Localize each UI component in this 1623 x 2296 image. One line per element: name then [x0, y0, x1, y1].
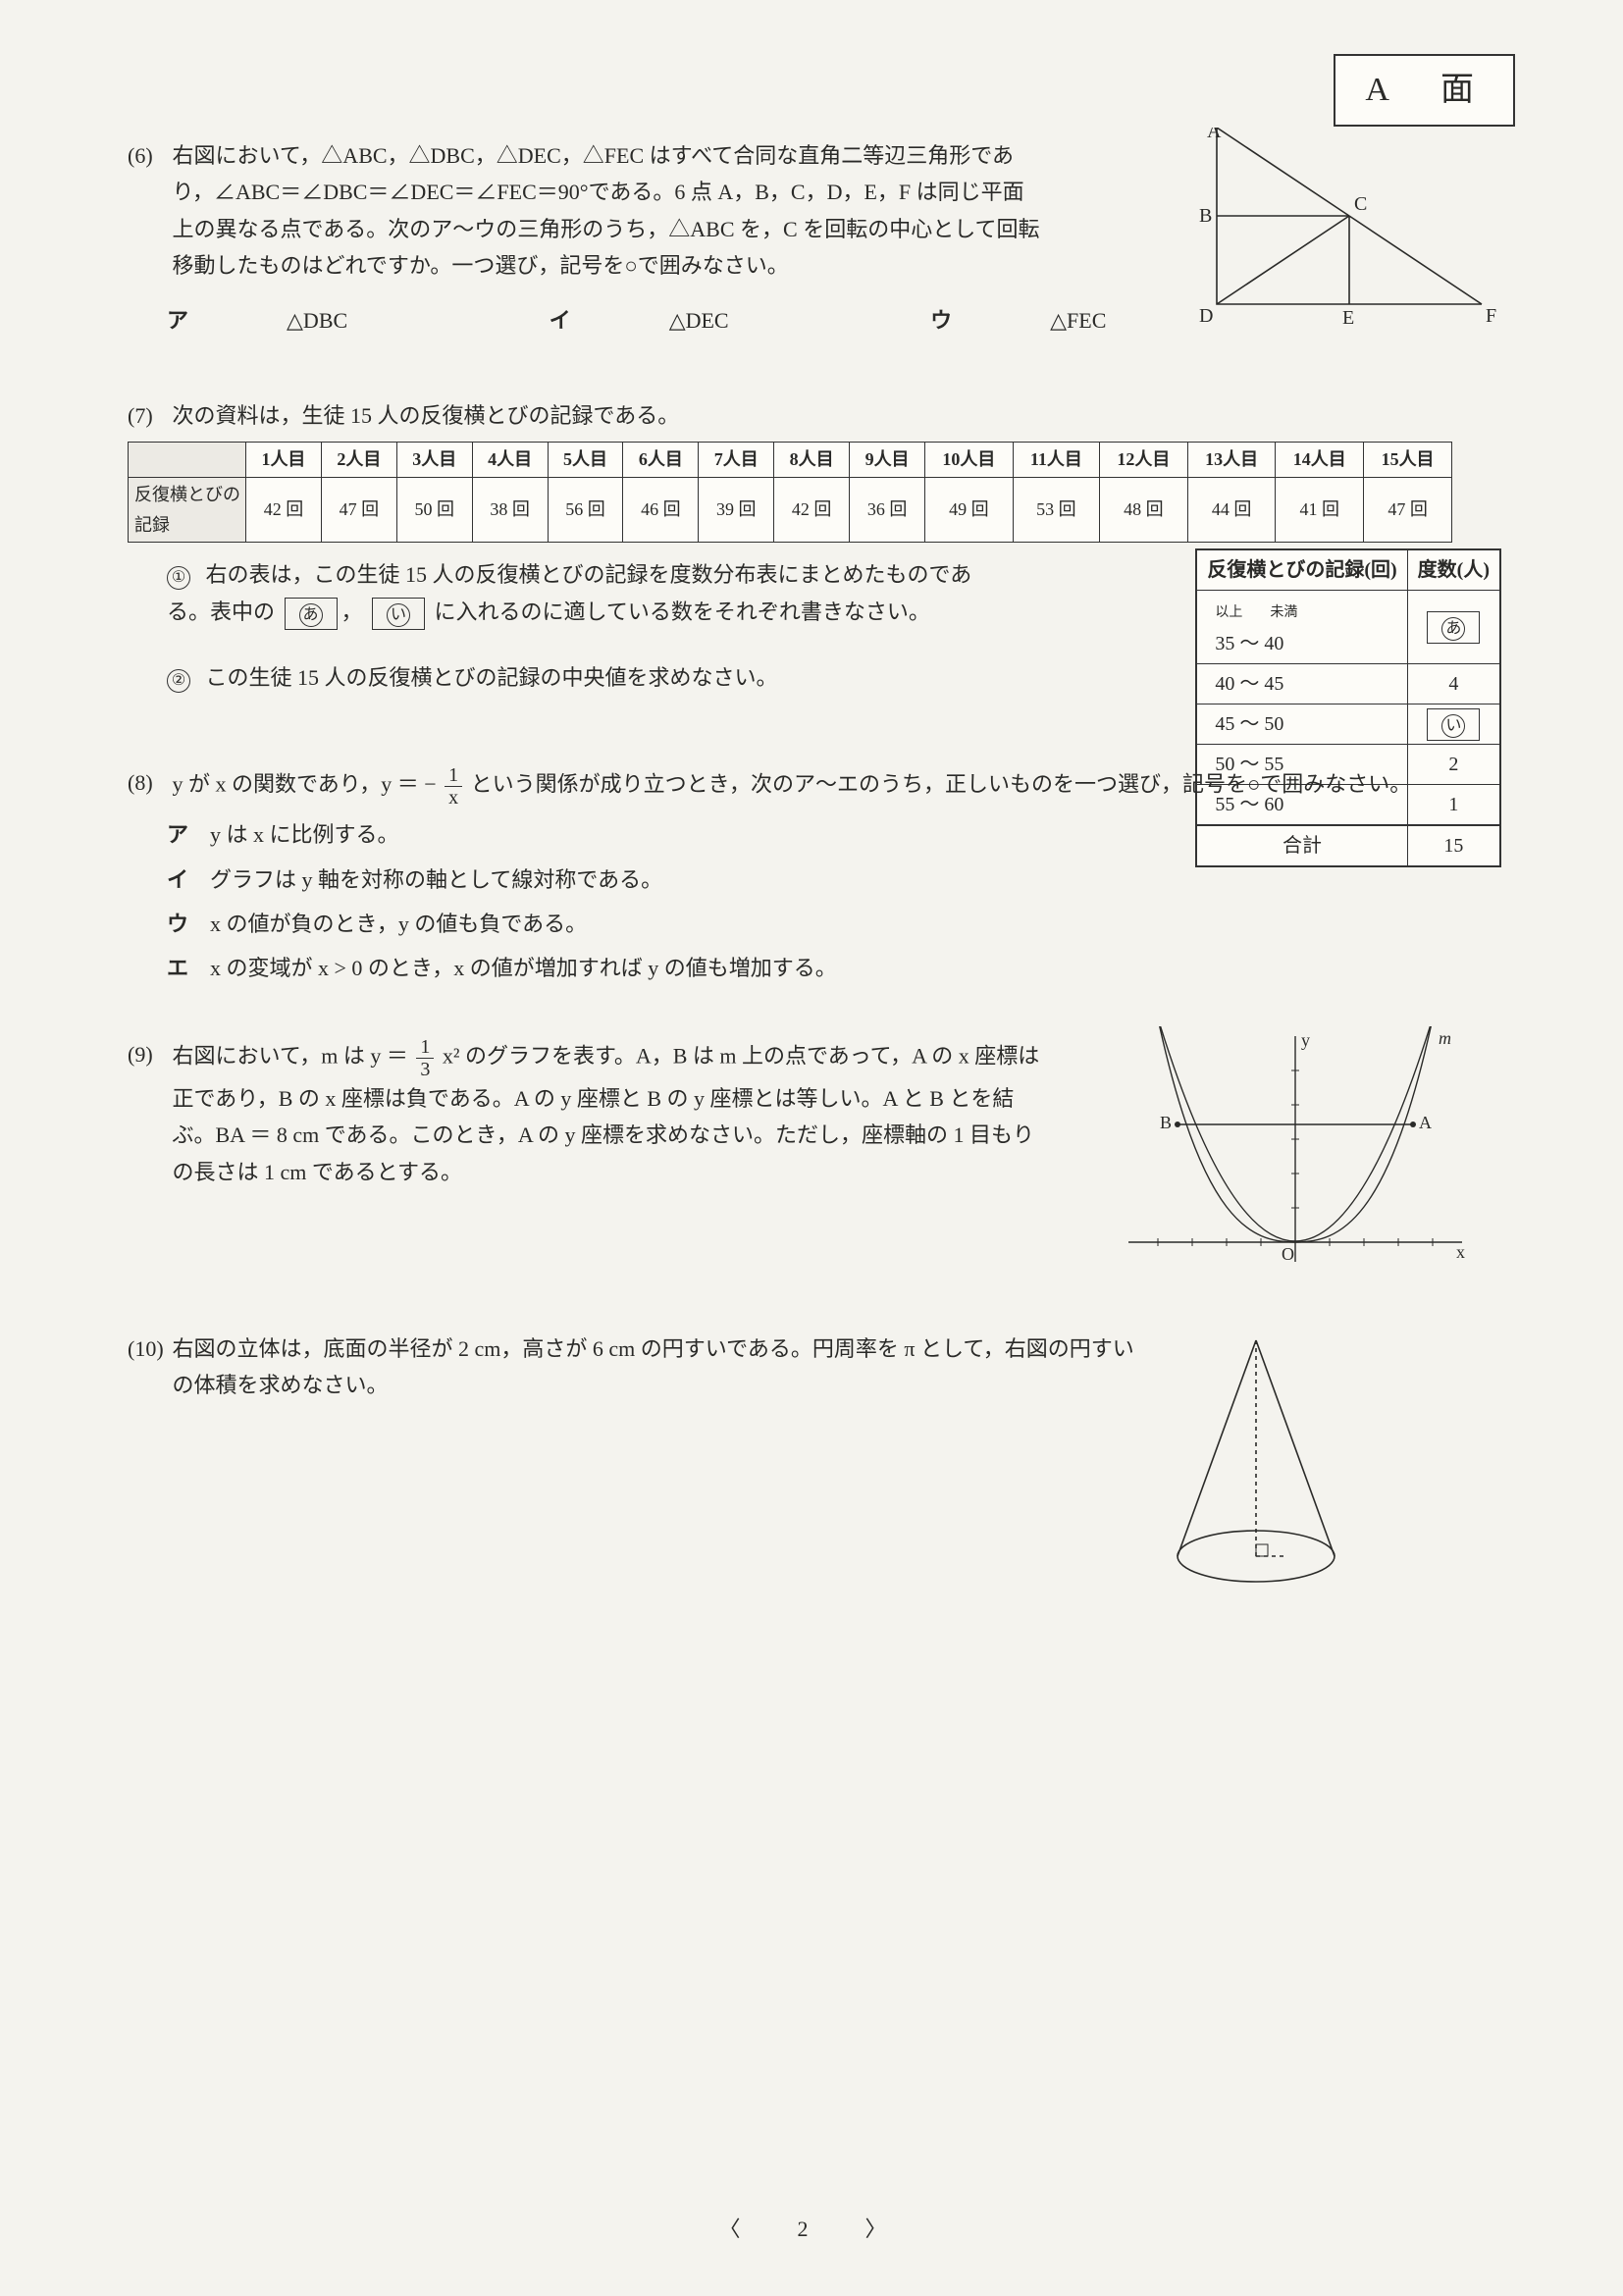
svg-text:C: C	[1354, 193, 1367, 215]
q7-number: (7)	[128, 397, 167, 434]
q6-choice-i[interactable]: イ△DEC	[550, 302, 827, 339]
svg-text:F: F	[1486, 305, 1496, 324]
q6-choice-a[interactable]: ア△DBC	[167, 302, 445, 339]
q6-choice-u[interactable]: ウ△FEC	[930, 302, 1204, 339]
q10-number: (10)	[128, 1331, 167, 1367]
q7-sub2-mark: ②	[167, 669, 190, 693]
q7-data-cell: 41 回	[1276, 477, 1364, 542]
svg-text:A: A	[1419, 1113, 1432, 1132]
q8-opt-i[interactable]: イグラフは y 軸を対称の軸として線対称である。	[167, 861, 1501, 898]
q7-data-cell: 53 回	[1013, 477, 1099, 542]
question-9: (9) 右図において，m は y ＝ 13 x² のグラフを表す。A，B は m…	[128, 1036, 1501, 1291]
q6-figure: A B C D E F	[1197, 128, 1501, 324]
svg-text:O: O	[1282, 1244, 1294, 1264]
question-8: (8) y が x の関数であり，y ＝ − 1x という関係が成り立つとき，次…	[128, 764, 1501, 987]
q9-figure: y x m A B O	[1119, 1026, 1472, 1281]
q8-opt-e[interactable]: エx の変域が x > 0 のとき，x の値が増加すれば y の値も増加する。	[167, 950, 1501, 986]
q10-text: 右図の立体は，底面の半径が 2 cm，高さが 6 cm の円すいである。円周率を…	[173, 1331, 1154, 1404]
q8-fraction: 1x	[445, 764, 462, 809]
q7-data-cell: 47 回	[321, 477, 396, 542]
freq-slot-b[interactable]: い	[1427, 708, 1480, 741]
q9-number: (9)	[128, 1036, 167, 1072]
q7-data-cell: 36 回	[850, 477, 925, 542]
q8-opt-a[interactable]: アy は x に比例する。	[167, 816, 1501, 853]
freq-slot-a[interactable]: あ	[1427, 611, 1480, 644]
q9-fraction: 13	[416, 1036, 434, 1080]
q8-opt-u[interactable]: ウx の値が負のとき，y の値も負である。	[167, 906, 1501, 942]
svg-text:m: m	[1439, 1028, 1451, 1048]
q10-figure	[1148, 1321, 1364, 1595]
q7-sub2: ② この生徒 15 人の反復横とびの記録の中央値を求めなさい。	[167, 659, 991, 696]
svg-text:D: D	[1199, 305, 1213, 324]
q7-data-table: 1人目 2人目 3人目 4人目 5人目 6人目 7人目 8人目 9人目 10人目…	[128, 442, 1452, 543]
q7-data-cell: 42 回	[774, 477, 850, 542]
q7-data-header-row: 1人目 2人目 3人目 4人目 5人目 6人目 7人目 8人目 9人目 10人目…	[129, 443, 1452, 478]
svg-text:B: B	[1160, 1113, 1172, 1132]
svg-text:B: B	[1199, 205, 1212, 227]
q7-data-cell: 39 回	[699, 477, 774, 542]
page-side-label: A 面	[1334, 54, 1515, 127]
q7-data-cell: 42 回	[246, 477, 322, 542]
q7-data-cell: 46 回	[623, 477, 699, 542]
svg-text:y: y	[1301, 1030, 1310, 1050]
q8-number: (8)	[128, 764, 167, 801]
question-6: (6) 右図において，△ABC，△DBC，△DEC，△FEC はすべて合同な直角…	[128, 137, 1501, 339]
q7-lead: 次の資料は，生徒 15 人の反復横とびの記録である。	[173, 397, 1488, 434]
q7-data-cell: 38 回	[472, 477, 548, 542]
q7-data-cell: 56 回	[548, 477, 623, 542]
q7-slot-b[interactable]: い	[372, 598, 425, 630]
q7-slot-a[interactable]: あ	[285, 598, 338, 630]
q7-sub1: ① 右の表は，この生徒 15 人の反復横とびの記録を度数分布表にまとめたものであ…	[167, 556, 991, 630]
page-number: 〈 2 〉	[718, 2211, 904, 2247]
q9-lead: 右図において，m は y ＝ 13 x² のグラフを表す。A，B は m 上の点…	[173, 1036, 1046, 1190]
q7-head-blank	[129, 443, 246, 478]
question-10: (10) 右図の立体は，底面の半径が 2 cm，高さが 6 cm の円すいである…	[128, 1331, 1501, 1605]
svg-text:E: E	[1342, 307, 1354, 324]
q6-text: 右図において，△ABC，△DBC，△DEC，△FEC はすべて合同な直角二等辺三…	[173, 137, 1046, 285]
question-7: (7) 次の資料は，生徒 15 人の反復横とびの記録である。 1人目 2人目 3…	[128, 397, 1501, 696]
q7-data-cell: 48 回	[1100, 477, 1188, 542]
q6-number: (6)	[128, 137, 167, 174]
svg-text:x: x	[1456, 1242, 1465, 1262]
q7-data-cell: 44 回	[1187, 477, 1276, 542]
svg-text:A: A	[1207, 128, 1222, 142]
q8-lead: y が x の関数であり，y ＝ − 1x という関係が成り立つとき，次のア〜エ…	[173, 764, 1488, 809]
q7-data-cell: 50 回	[396, 477, 472, 542]
content-area: (6) 右図において，△ABC，△DBC，△DEC，△FEC はすべて合同な直角…	[128, 137, 1501, 1644]
q7-data-value-row: 反復横とびの記録 42 回47 回50 回38 回56 回46 回39 回42 …	[129, 477, 1452, 542]
q7-data-cell: 47 回	[1364, 477, 1452, 542]
q7-data-cell: 49 回	[925, 477, 1014, 542]
q7-sub1-mark: ①	[167, 566, 190, 590]
